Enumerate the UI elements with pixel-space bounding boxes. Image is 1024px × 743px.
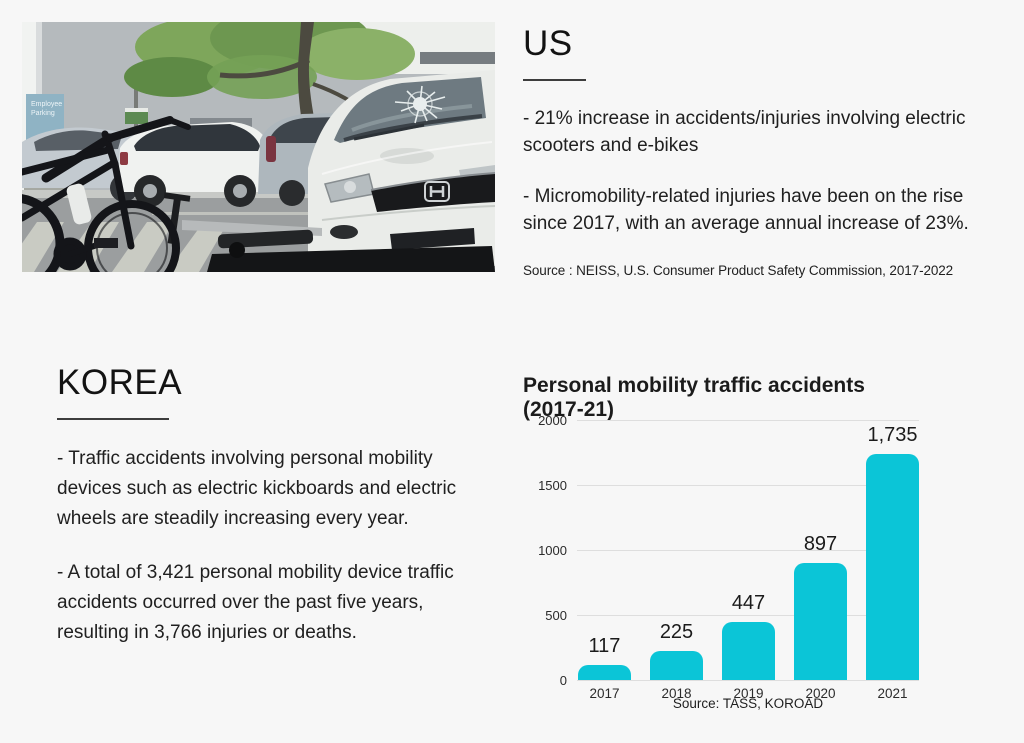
sign-text-line2: Parking [31,110,55,117]
accident-scene-photo: Employee Parking [22,22,495,272]
korea-paragraph-1: - Traffic accidents involving personal m… [57,447,457,529]
korea-heading-rule [57,417,169,420]
us-paragraph-1: - 21% increase in accidents/injuries inv… [523,107,966,156]
gridline [577,485,919,486]
bicycle-fork [111,160,135,250]
fallen-scooter [163,192,495,272]
tree [58,22,495,180]
bar-2021 [866,454,919,680]
x-tick-label: 2018 [661,686,692,701]
y-tick-label: 500 [545,608,567,623]
chart-title: Personal mobility traffic accidents (201… [523,374,865,422]
x-tick-label: 2020 [805,686,836,701]
chart-section: Personal mobility traffic accidents (201… [523,374,925,734]
us-heading-rule [523,78,586,81]
honda-logo [424,181,450,202]
windshield-crack [394,85,446,124]
gridline [577,420,919,421]
bar-2020 [794,563,847,680]
us-paragraph-2: - Micromobility-related injuries have be… [523,185,969,234]
x-tick-label: 2019 [733,686,764,701]
y-tick-label: 2000 [538,413,567,428]
parked-white-suv [118,122,272,207]
bar-value-label: 447 [731,591,766,614]
bar-2018 [650,650,703,680]
us-heading: US [523,24,573,63]
bar-value-label: 1,735 [867,424,918,447]
bicycle [22,116,191,272]
water-bottle [66,183,92,225]
y-tick-label: 0 [559,673,567,688]
accident-scene-illustration: Employee Parking [22,22,495,272]
x-tick-label: 2021 [877,686,908,701]
gridline [577,615,919,616]
korea-paragraph-2: - A total of 3,421 personal mobility dev… [57,561,454,643]
chart-source: Source: TASS, KOROAD [672,696,824,711]
korea-heading: KOREA [57,363,183,402]
gridline [577,550,919,551]
us-source: Source : NEISS, U.S. Consumer Product Sa… [523,262,954,278]
bar-value-label: 225 [659,620,694,643]
bicycle-top-tube [22,146,112,176]
y-tick-label: 1000 [538,543,567,558]
sign-text-line1: Employee [31,101,62,108]
bar-value-label: 897 [803,533,838,556]
bicycle-pedal [94,238,118,248]
bar-2019 [722,621,775,680]
gridline [577,680,919,681]
x-tick-label: 2017 [589,686,620,701]
bar-2017 [578,664,631,680]
bar-value-label: 117 [588,634,621,657]
y-tick-label: 1500 [538,478,567,493]
chart-plot: 0 500 1000 1500 2000 117 2017 225 2018 447 2019 897… [538,413,919,701]
bumper-intake [390,228,475,250]
us-section: US - 21% increase in accidents/injuries … [523,24,983,278]
korea-section: KOREA - Traffic accidents involving pers… [57,363,471,648]
